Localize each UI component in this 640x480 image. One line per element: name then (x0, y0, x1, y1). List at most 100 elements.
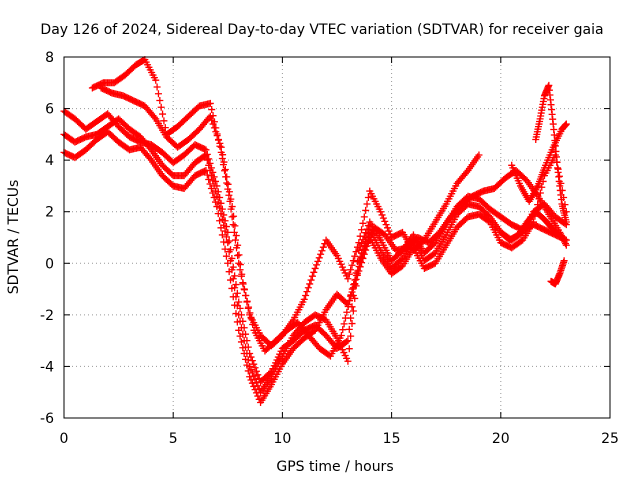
data-point (307, 276, 315, 284)
data-point (361, 246, 369, 254)
data-point (206, 180, 214, 188)
data-point (360, 213, 368, 221)
data-point (159, 110, 167, 118)
data-point (359, 249, 367, 257)
data-point (231, 301, 239, 309)
data-point (208, 106, 216, 114)
data-point (220, 158, 228, 166)
data-point (560, 257, 568, 265)
data-point (341, 314, 349, 322)
data-point (343, 338, 351, 346)
data-point (205, 175, 213, 183)
data-point (235, 326, 243, 334)
data-point (463, 168, 471, 176)
series-trace (497, 208, 566, 244)
data-point (235, 251, 243, 259)
data-point (246, 373, 254, 381)
series-trace (88, 56, 483, 350)
data-point (340, 320, 348, 328)
data-point (246, 309, 254, 317)
series-trace (60, 115, 570, 396)
data-point (232, 232, 240, 240)
data-point (239, 344, 247, 352)
data-point (219, 151, 227, 159)
data-point (210, 124, 218, 132)
data-point (146, 144, 154, 152)
data-point (308, 272, 316, 280)
data-point (558, 234, 566, 241)
data-point (315, 254, 323, 262)
data-point (343, 308, 351, 316)
data-point (358, 253, 366, 261)
data-point (562, 120, 570, 128)
data-point (230, 212, 238, 220)
data-point (222, 252, 230, 260)
data-point (218, 231, 226, 239)
data-point (300, 295, 308, 303)
data-points (60, 56, 570, 407)
x-tick-label: 10 (273, 431, 291, 447)
data-point (254, 392, 262, 400)
data-point (344, 337, 352, 345)
y-tick-label: 6 (45, 102, 54, 118)
data-point (530, 218, 538, 226)
data-point (224, 259, 232, 267)
data-point (345, 325, 353, 333)
data-point (251, 386, 259, 394)
data-point (201, 152, 209, 160)
data-point (227, 276, 235, 284)
data-point (348, 261, 356, 269)
data-point (318, 247, 326, 255)
data-point (203, 171, 211, 179)
data-point (311, 264, 319, 272)
y-tick-label: 4 (45, 153, 54, 169)
data-point (351, 294, 359, 302)
data-point (233, 289, 241, 297)
data-point (310, 268, 318, 276)
data-point (382, 221, 390, 229)
data-point (430, 240, 438, 248)
data-point (377, 208, 385, 216)
data-point (214, 210, 222, 218)
data-point (252, 367, 260, 375)
data-point (356, 258, 364, 266)
data-point (220, 238, 228, 246)
data-point (365, 236, 373, 244)
y-tick-label: -6 (40, 411, 54, 427)
data-point (224, 180, 232, 188)
data-point (229, 221, 237, 229)
data-point (234, 241, 242, 249)
data-point (240, 286, 248, 294)
data-point (212, 128, 220, 136)
data-point (379, 214, 387, 222)
data-point (243, 297, 251, 305)
grid (64, 57, 610, 418)
data-point (367, 230, 375, 238)
y-axis-label: SDTVAR / TECUs (6, 180, 22, 295)
chart-title: Day 126 of 2024, Sidereal Day-to-day VTE… (40, 22, 603, 38)
data-point (154, 90, 162, 98)
data-point (209, 120, 217, 128)
data-point (351, 252, 359, 260)
data-point (356, 232, 364, 240)
data-point (345, 345, 353, 353)
data-point (235, 298, 243, 306)
data-point (223, 179, 231, 187)
data-point (157, 103, 165, 111)
data-point (339, 326, 347, 334)
y-tick-label: 8 (45, 50, 54, 66)
data-point (232, 281, 240, 289)
data-point (337, 331, 345, 339)
data-point (363, 239, 371, 247)
data-point (202, 166, 210, 174)
data-point (239, 280, 247, 288)
data-point (352, 272, 360, 280)
data-point (355, 263, 363, 271)
data-point (344, 275, 352, 283)
data-point (250, 382, 258, 390)
data-point (362, 206, 370, 214)
data-point (205, 155, 213, 163)
data-point (352, 248, 360, 256)
data-point (243, 361, 251, 369)
data-point (210, 194, 218, 202)
